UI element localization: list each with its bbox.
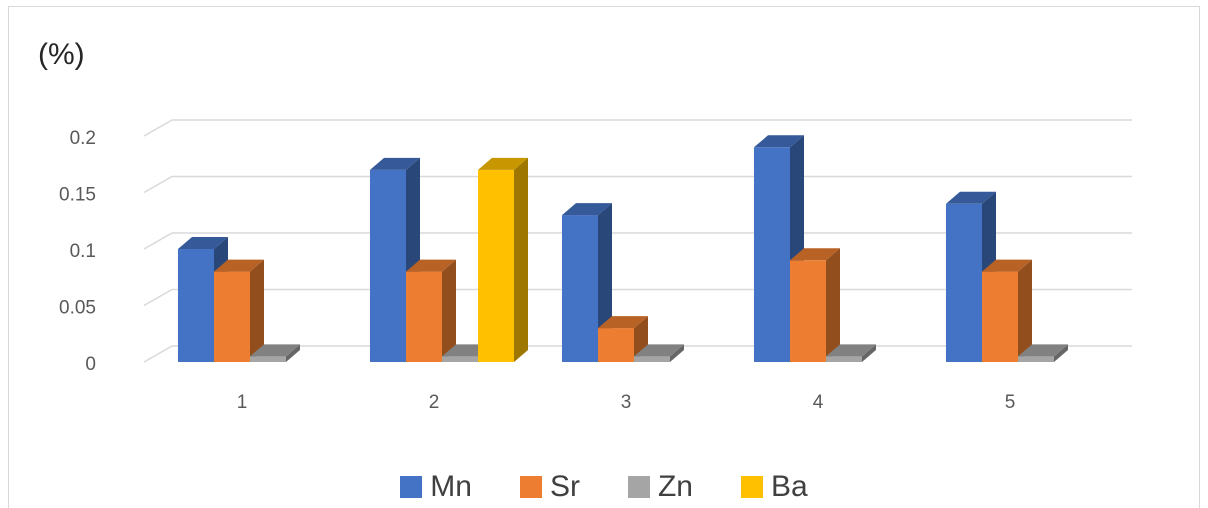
bar-zn-1 xyxy=(250,356,286,362)
bar-side-sr-2 xyxy=(442,259,456,362)
bar-top-mn-2 xyxy=(370,157,420,170)
bar-sr-2 xyxy=(406,271,442,362)
bar-top-sr-1 xyxy=(214,259,264,272)
x-tick-label-4: 4 xyxy=(813,392,824,413)
legend: Mn Sr Zn Ba xyxy=(0,470,1208,504)
legend-swatch-ba xyxy=(741,476,763,498)
y-tick-label-2: 0.1 xyxy=(70,241,96,262)
legend-label-sr: Sr xyxy=(549,470,580,503)
bar-side-zn-1 xyxy=(286,344,300,362)
bar-side-zn-5 xyxy=(1054,344,1068,362)
bar-sr-4 xyxy=(790,260,826,362)
bar-top-sr-2 xyxy=(406,259,456,272)
bar-sr-1 xyxy=(214,271,250,362)
legend-swatch-mn xyxy=(400,476,423,498)
bar-side-zn-3 xyxy=(670,344,684,362)
bar-top-zn-5 xyxy=(1018,344,1068,357)
bar-zn-2 xyxy=(442,356,478,362)
bar-top-mn-4 xyxy=(754,135,804,148)
legend-item-sr: Sr xyxy=(519,470,580,504)
bar-top-mn-1 xyxy=(178,237,228,249)
legend-label-mn: Mn xyxy=(430,470,472,503)
bar-side-sr-1 xyxy=(250,259,264,362)
bar-top-ba-2 xyxy=(478,157,528,170)
bar-zn-4 xyxy=(826,356,862,362)
legend-item-zn: Zn xyxy=(627,470,693,504)
bar-side-sr-5 xyxy=(1018,259,1032,362)
legend-label-zn: Zn xyxy=(657,470,693,503)
gridline-side-1 xyxy=(143,288,173,307)
x-tick-label-1: 1 xyxy=(237,392,248,413)
bar-sr-3 xyxy=(598,328,634,362)
legend-label-ba: Ba xyxy=(771,470,808,503)
x-tick-label-3: 3 xyxy=(621,392,632,413)
y-tick-label-0: 0 xyxy=(85,354,96,375)
bar-top-zn-1 xyxy=(250,344,300,357)
bar-top-sr-3 xyxy=(598,316,648,329)
x-tick-label-5: 5 xyxy=(1005,392,1016,413)
bar-side-ba-2 xyxy=(514,157,528,362)
y-tick-label-1: 0.05 xyxy=(59,298,96,319)
bar-mn-2 xyxy=(370,169,406,362)
bar-zn-3 xyxy=(634,356,670,362)
bar-top-mn-5 xyxy=(946,191,996,204)
bar-top-sr-4 xyxy=(790,248,840,261)
legend-item-ba: Ba xyxy=(741,470,808,504)
bar-ba-2 xyxy=(478,169,514,362)
y-tick-label-3: 0.15 xyxy=(59,185,96,206)
gridline-side-4 xyxy=(143,119,173,137)
bar-mn-4 xyxy=(754,147,790,362)
bar-chart: 0 0.05 0.1 0.15 0.2 1 2 3 4 5 xyxy=(59,119,1132,413)
bar-top-mn-3 xyxy=(562,203,612,216)
bar-zn-5 xyxy=(1018,356,1054,362)
gridline-side-2 xyxy=(143,232,173,250)
bar-sr-5 xyxy=(982,271,1018,362)
y-unit-label: (%) xyxy=(38,38,85,71)
legend-item-mn: Mn xyxy=(400,470,472,504)
bar-side-sr-4 xyxy=(826,248,840,362)
bar-side-zn-4 xyxy=(862,344,876,362)
gridline-side-3 xyxy=(143,175,173,194)
gridline-side-0 xyxy=(143,345,173,363)
legend-swatch-zn xyxy=(627,476,650,498)
legend-swatch-sr xyxy=(519,476,542,498)
bar-top-sr-5 xyxy=(982,259,1032,272)
y-tick-label-4: 0.2 xyxy=(70,128,96,149)
bar-mn-1 xyxy=(178,249,214,362)
chart-frame xyxy=(8,6,1200,508)
bar-top-zn-4 xyxy=(826,344,876,357)
bar-top-zn-3 xyxy=(634,344,684,357)
bar-mn-5 xyxy=(946,203,982,362)
x-tick-label-2: 2 xyxy=(429,392,440,413)
bar-mn-3 xyxy=(562,215,598,362)
